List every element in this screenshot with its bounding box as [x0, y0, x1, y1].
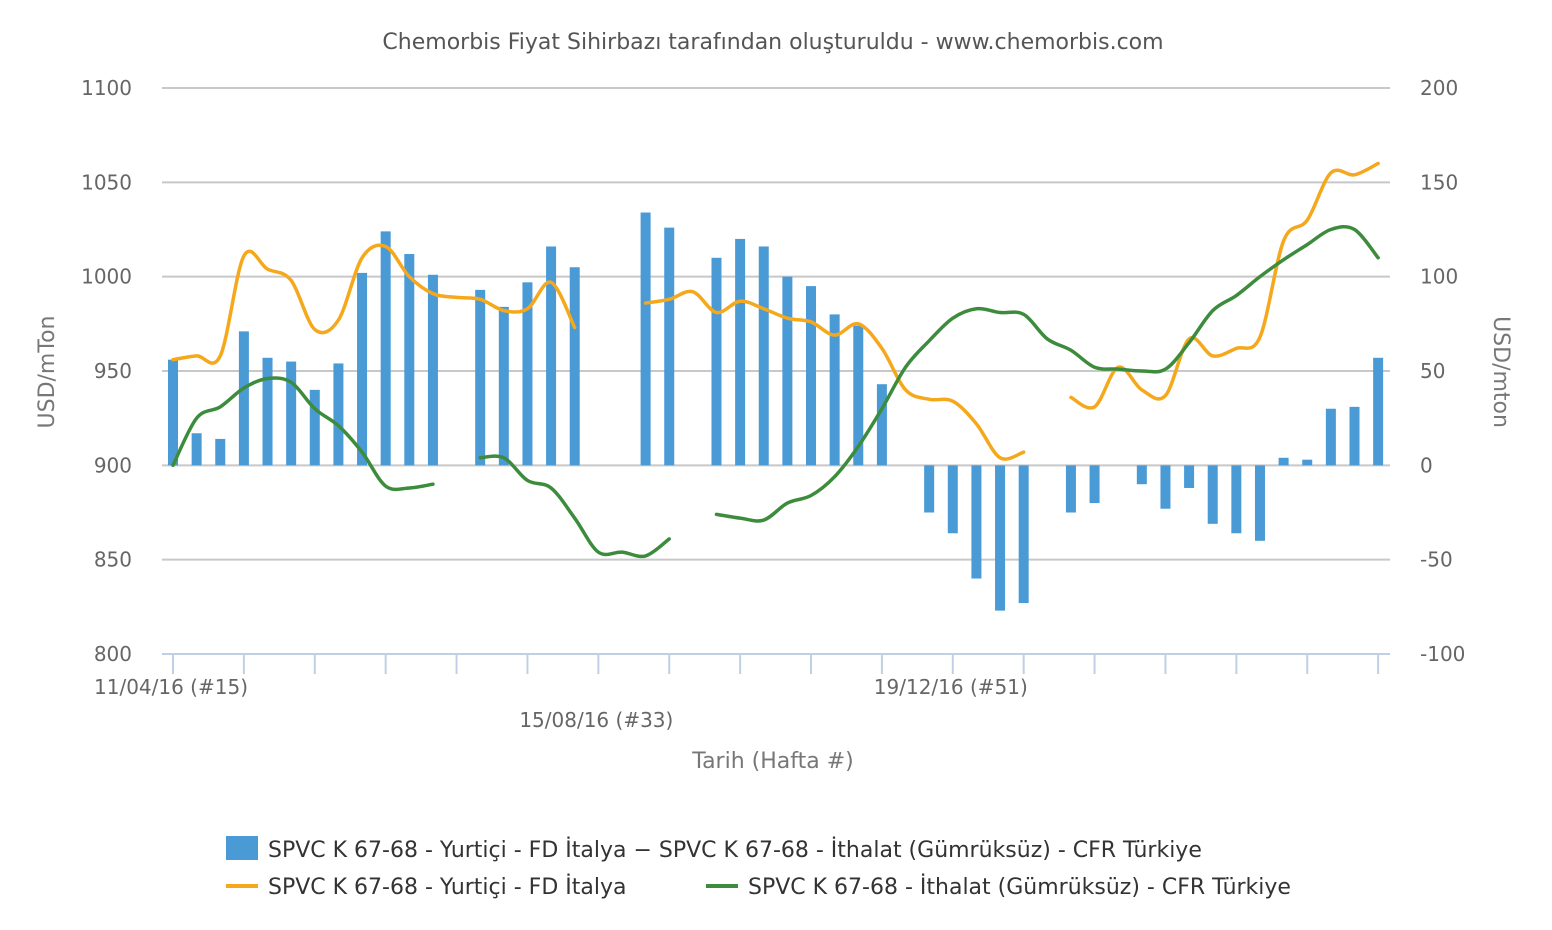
y-tick-label-left: 900 — [94, 453, 132, 477]
legend: SPVC K 67-68 - Yurtiçi - FD İtalya − SPV… — [226, 836, 1291, 900]
bar — [1184, 465, 1195, 488]
bar — [1160, 465, 1171, 509]
bar — [1018, 465, 1029, 604]
y-tick-label-right: -100 — [1420, 642, 1465, 666]
legend-label-turkey: SPVC K 67-68 - İthalat (Gümrüksüz) - CFR… — [748, 874, 1291, 900]
y-axis-title-right: USD/mton — [1488, 316, 1513, 428]
bar — [333, 363, 344, 466]
x-tick-label: 15/08/16 (#33) — [519, 708, 673, 732]
bar — [569, 267, 580, 466]
bar — [404, 254, 415, 466]
x-axis-title: Tarih (Hafta #) — [691, 749, 853, 774]
bar — [758, 246, 769, 466]
bar — [1136, 465, 1147, 485]
line-italy-segment — [171, 243, 577, 365]
x-tick-label: 19/12/16 (#51) — [874, 675, 1028, 699]
bar — [876, 384, 887, 466]
y-tick-label-right: 50 — [1420, 359, 1445, 383]
bar — [522, 282, 533, 466]
y-tick-label-left: 800 — [94, 642, 132, 666]
bar — [191, 433, 202, 466]
line-series — [171, 161, 1380, 559]
bar — [475, 289, 486, 466]
legend-swatch-bar — [226, 836, 258, 860]
bar — [238, 331, 249, 466]
y-tick-label-right: 200 — [1420, 76, 1458, 100]
line-turkey-segment — [478, 454, 671, 559]
bar — [286, 361, 297, 466]
y-tick-label-left: 1000 — [81, 265, 132, 289]
bar — [168, 359, 178, 466]
y-tick-label-left: 1050 — [81, 170, 132, 194]
bar — [1089, 465, 1100, 504]
bar — [664, 227, 675, 466]
y-tick-label-left: 850 — [94, 548, 132, 572]
bar — [806, 286, 817, 466]
axes: 1100 200 1050 150 1000 100 950 50 900 0 850 -50 800 -… — [81, 76, 1465, 732]
y-tick-label-left: 1100 — [81, 76, 132, 100]
bar — [1254, 465, 1265, 541]
bar — [309, 389, 320, 466]
bar — [829, 314, 840, 466]
legend-label-bar: SPVC K 67-68 - Yurtiçi - FD İtalya − SPV… — [268, 837, 1202, 863]
bar — [1231, 465, 1242, 534]
bar — [1349, 406, 1360, 466]
bar — [498, 306, 509, 466]
y-tick-label-right: -50 — [1420, 548, 1453, 572]
line-italy-segment — [1069, 161, 1380, 410]
bar — [357, 272, 368, 466]
legend-label-italy: SPVC K 67-68 - Yurtiçi - FD İtalya — [268, 874, 626, 900]
bar — [711, 257, 722, 466]
y-tick-label-right: 150 — [1420, 170, 1458, 194]
bar — [1373, 357, 1384, 466]
bar — [1065, 465, 1076, 513]
y-tick-label-right: 100 — [1420, 265, 1458, 289]
bar — [782, 276, 793, 466]
y-tick-label-right: 0 — [1420, 453, 1433, 477]
bar — [1325, 408, 1336, 466]
bar — [924, 465, 935, 513]
bar — [971, 465, 982, 579]
line-italy-segment — [643, 289, 1026, 461]
y-axis-title-left: USD/mTon — [35, 316, 60, 429]
bar — [380, 231, 391, 466]
bar — [853, 325, 864, 466]
x-tick-label: 11/04/16 (#15) — [94, 675, 248, 699]
bar — [262, 357, 273, 466]
bar — [1207, 465, 1218, 524]
y-tick-label-left: 950 — [94, 359, 132, 383]
chart-title: Chemorbis Fiyat Sihirbazı tarafından olu… — [382, 30, 1163, 55]
bar — [546, 246, 557, 466]
bar — [640, 212, 651, 466]
bar — [1302, 459, 1313, 466]
bar — [427, 274, 438, 466]
bar-series — [168, 212, 1384, 611]
bar — [735, 238, 746, 466]
line-turkey-segment — [171, 376, 435, 492]
bar — [215, 438, 226, 466]
bar — [995, 465, 1006, 611]
grid-lines — [162, 87, 1390, 561]
bar — [947, 465, 958, 534]
bar — [1278, 457, 1289, 466]
line-turkey-segment — [714, 225, 1380, 523]
